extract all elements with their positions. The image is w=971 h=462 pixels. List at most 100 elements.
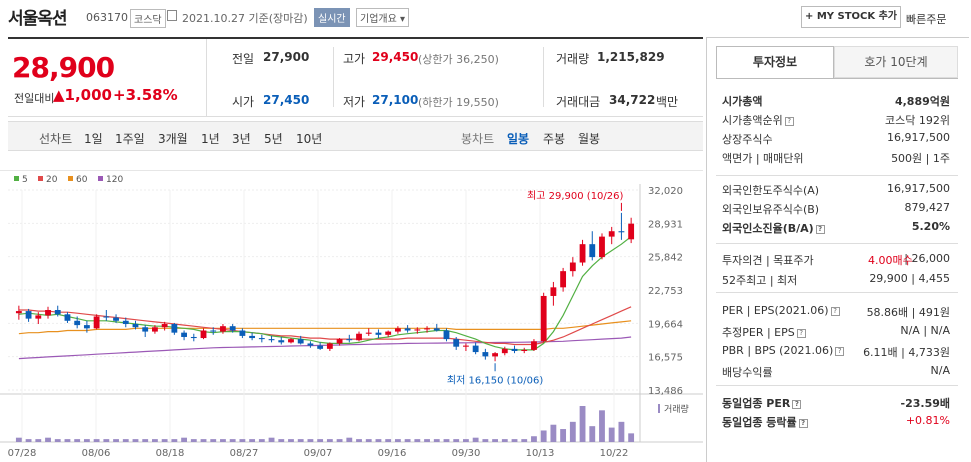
price-change-percent: +3.58% [113,86,178,104]
period-1d[interactable]: 1일 [84,132,103,146]
volume-bar [501,439,508,442]
sector-per-value: -23.59배 [900,397,950,410]
info-2-value: 16,917,500 [887,131,950,144]
calendar-icon [167,10,177,21]
help-icon[interactable]: ? [830,306,840,316]
volume-value: 1,215,829 [597,50,665,64]
volume-bar [317,439,324,442]
volume-bar [424,439,430,442]
quick-order-button[interactable]: 빠른주문 [906,13,947,26]
legend-swatch-20 [38,176,43,181]
candle-body [239,330,246,336]
low-value: 27,100 [372,93,419,107]
candle-body [83,325,90,329]
divider [543,47,544,107]
period-daily[interactable]: 일봉 [507,132,530,146]
tab-invest-info[interactable]: 투자정보 [716,46,834,78]
volume-bar [579,406,586,442]
candle-body [346,339,353,341]
help-icon[interactable]: ? [835,346,845,356]
volume-bar [560,429,567,442]
volume-bar [181,437,187,442]
tab-orderbook[interactable]: 호가 10단계 [834,46,958,78]
volume-bar [142,439,149,442]
help-icon[interactable]: ? [792,399,802,409]
help-icon[interactable]: ? [784,116,794,126]
candle-body [424,328,430,330]
valuation-3-label: 배당수익률 [722,366,773,379]
candle-body [569,262,576,272]
stock-code: 063170 [86,11,128,24]
volume-bar [132,439,139,442]
period-weekly[interactable]: 주봉 [543,132,566,146]
company-overview-dropdown[interactable]: 기업개요 ▾ [356,8,409,27]
price-change: ▲1,000 [53,86,112,104]
candle-body [404,328,411,331]
candle-chart-label[interactable]: 봉차트 [461,132,495,146]
quote-date: 2021.10.27 기준(장마감) [182,12,308,25]
candle-body [200,330,207,339]
candle-body [278,340,285,343]
help-icon[interactable]: ? [815,224,825,234]
x-tick-label: 07/28 [8,448,37,459]
y-tick-label: 32,020 [648,186,683,197]
legend-label-5: 5 [22,175,28,185]
volume-bar [297,439,304,442]
open-label: 시가 [232,95,255,109]
volume-bar [210,439,217,442]
candle-body [589,244,596,258]
period-5y[interactable]: 5년 [264,132,283,146]
candle-body [15,311,22,314]
volume-bar [15,437,22,442]
valuation-0-label: PER | EPS(2021.06)? [722,304,840,317]
x-tick-label: 08/06 [82,448,111,459]
realtime-button[interactable]: 실시간 [314,8,350,27]
candle-body [433,328,440,331]
period-monthly[interactable]: 월봉 [578,132,601,146]
volume-bar [83,439,90,442]
candle-body [307,343,314,346]
info-0-label: 시가총액 [722,95,763,108]
candle-body [443,330,450,340]
candle-body [356,333,362,341]
period-1y[interactable]: 1년 [201,132,220,146]
foreign-0-value: 16,917,500 [887,182,950,195]
period-3y[interactable]: 3년 [232,132,251,146]
period-10y[interactable]: 10년 [296,132,323,146]
help-icon[interactable]: ? [798,418,808,428]
valuation-1-label: 추정PER | EPS? [722,324,806,340]
volume-bar [229,439,236,442]
volume-legend-swatch [658,404,660,413]
volume-bar [152,439,158,442]
volume-bar [628,433,635,442]
candle-body [35,315,42,319]
line-chart-label[interactable]: 선차트 [39,132,73,146]
divider [716,175,958,176]
opinion-value: | 26,000 [904,252,950,265]
volume-bar [45,437,51,442]
volume-bar [336,439,343,442]
help-icon[interactable]: ? [796,328,806,338]
candle-body [482,352,489,357]
legend-label-20: 20 [46,175,58,185]
sector-rate-label: 동일업종 등락률? [722,414,808,430]
candle-body [618,231,625,233]
candle-body [190,336,197,339]
candle-body [375,332,382,335]
volume-bar [618,421,625,442]
candle-body [540,295,547,342]
volume-bar [492,439,498,442]
volume-bar [356,439,362,442]
x-tick-label: 10/22 [600,448,629,459]
volume-bar [190,439,197,442]
valuation-2-label: PBR | BPS (2021.06)? [722,344,845,357]
add-mystock-button[interactable]: + MY STOCK 추가 [801,6,901,28]
period-1w[interactable]: 1주일 [115,132,145,146]
candle-body [171,324,178,333]
candle-body [74,320,81,326]
legend-swatch-5 [14,176,19,181]
period-3m[interactable]: 3개월 [158,132,188,146]
x-tick-label: 09/16 [378,448,407,459]
price-chart[interactable]: 5 20 60 120 32,020 28,931 25,842 22,753 19,664 16… [0,170,703,462]
candle-body [181,332,187,337]
